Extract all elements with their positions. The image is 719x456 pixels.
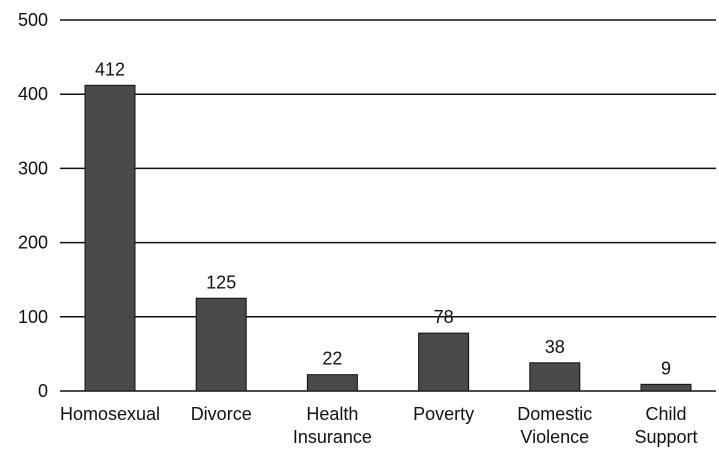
x-category-label: Support xyxy=(634,427,697,447)
x-category-label: Domestic xyxy=(517,404,592,424)
x-category-label: Divorce xyxy=(191,404,252,424)
y-tick-label: 100 xyxy=(18,307,48,327)
bar xyxy=(529,362,581,392)
x-category-label: Homosexual xyxy=(60,404,160,424)
bar xyxy=(306,374,358,392)
x-category-label: Violence xyxy=(520,427,589,447)
data-label: 125 xyxy=(206,272,236,292)
data-labels: 412 125 22 78 38 9 xyxy=(95,59,671,378)
x-category-label: Child xyxy=(645,404,686,424)
data-label: 9 xyxy=(661,358,671,378)
data-label: 78 xyxy=(434,307,454,327)
y-tick-label: 300 xyxy=(18,158,48,178)
data-label: 38 xyxy=(545,337,565,357)
y-tick-label: 500 xyxy=(18,10,48,30)
x-category-label: Poverty xyxy=(413,404,474,424)
y-tick-label: 200 xyxy=(18,233,48,253)
y-tick-label: 400 xyxy=(18,84,48,104)
x-category-label: Health xyxy=(306,404,358,424)
x-category-label: Insurance xyxy=(293,427,372,447)
bars xyxy=(84,84,692,392)
data-label: 22 xyxy=(322,349,342,369)
data-label: 412 xyxy=(95,59,125,79)
gridlines xyxy=(60,19,716,392)
bar xyxy=(640,383,692,392)
bar xyxy=(84,84,136,392)
y-axis-tick-labels: 0 100 200 300 400 500 xyxy=(18,10,48,401)
x-axis-category-labels: Homosexual Divorce Health Insurance Poverty D… xyxy=(60,404,698,447)
bar xyxy=(195,297,247,392)
bar xyxy=(418,332,470,392)
y-tick-label: 0 xyxy=(38,381,48,401)
